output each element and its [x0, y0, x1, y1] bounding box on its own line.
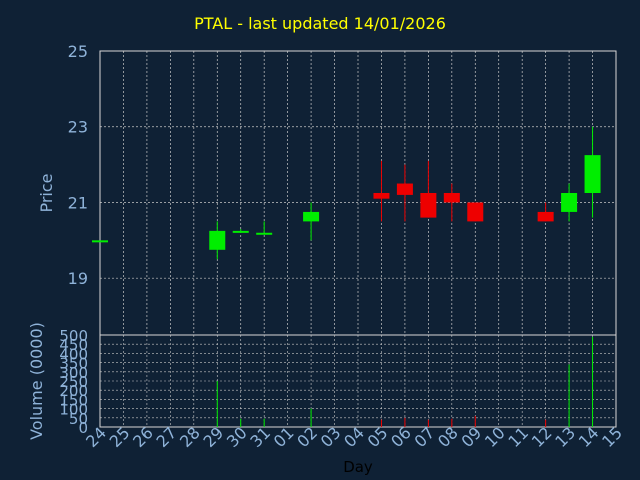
volume-tick-label: 50: [69, 410, 88, 428]
chart-title: PTAL - last updated 14/01/2026: [194, 14, 446, 33]
candle-body: [561, 193, 578, 212]
volume-tick-label: 150: [59, 391, 88, 409]
candle-body: [467, 202, 484, 222]
price-tick-label: 25: [68, 42, 88, 61]
candle-body: [584, 155, 601, 193]
candle-body: [303, 211, 320, 222]
price-tick-label: 23: [68, 118, 88, 137]
price-axis-title: Price: [37, 173, 56, 212]
candle-body: [396, 183, 413, 195]
volume-panel-frame: [99, 334, 617, 428]
volume-tick-label: 450: [59, 336, 88, 354]
candle-body: [256, 232, 273, 235]
volume-tick-label: 0: [78, 419, 88, 437]
price-tick-label: 19: [68, 269, 88, 288]
candle-body: [209, 230, 226, 250]
candle-body: [420, 193, 437, 218]
volume-tick-label: 250: [59, 373, 88, 391]
candle-body: [443, 193, 460, 203]
volume-tick-label: 100: [59, 401, 88, 419]
volume-tick-label: 400: [59, 345, 88, 363]
volume-tick-label: 200: [59, 382, 88, 400]
candle-body: [537, 211, 554, 222]
x-axis-title: Day: [343, 458, 373, 476]
volume-tick-label: 500: [59, 327, 88, 345]
volume-tick-label: 300: [59, 364, 88, 382]
volume-tick-label: 350: [59, 355, 88, 373]
candle-body: [232, 230, 249, 233]
candle-body: [92, 240, 108, 243]
volume-axis-title: Volume (0000): [27, 322, 46, 440]
candle-body: [373, 193, 390, 199]
price-tick-label: 21: [68, 193, 88, 212]
